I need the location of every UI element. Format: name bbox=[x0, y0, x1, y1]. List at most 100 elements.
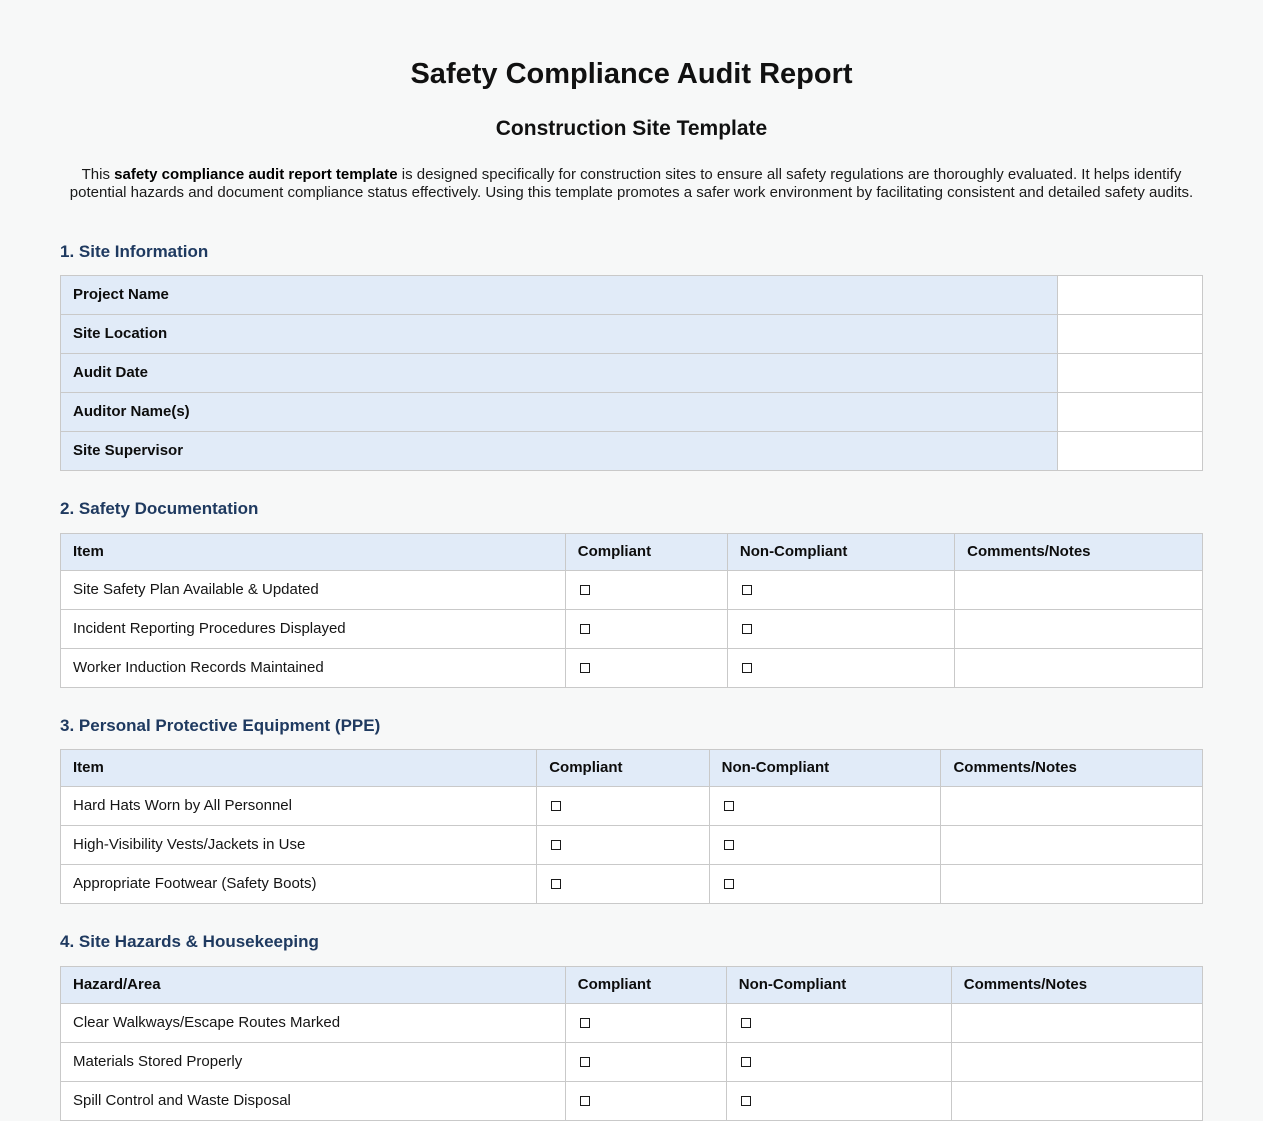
compliant-checkbox-cell[interactable] bbox=[565, 648, 727, 687]
table-row: Site Location bbox=[61, 315, 1203, 354]
field-value-audit-date[interactable] bbox=[1057, 354, 1202, 393]
field-label-auditor-names: Auditor Name(s) bbox=[61, 393, 1058, 432]
checkbox-icon[interactable] bbox=[724, 801, 734, 811]
section-ppe: 3. Personal Protective Equipment (PPE) I… bbox=[60, 716, 1203, 904]
checkbox-icon[interactable] bbox=[580, 1018, 590, 1028]
intro-bold-phrase: safety compliance audit report template bbox=[114, 166, 397, 183]
compliant-checkbox-cell[interactable] bbox=[565, 609, 727, 648]
non-compliant-checkbox-cell[interactable] bbox=[727, 648, 954, 687]
section-site-information: 1. Site Information Project Name Site Lo… bbox=[60, 242, 1203, 471]
comments-cell[interactable] bbox=[951, 1042, 1202, 1081]
column-header-item: Item bbox=[61, 750, 537, 787]
checkbox-icon[interactable] bbox=[580, 585, 590, 595]
column-header-compliant: Compliant bbox=[537, 750, 709, 787]
section-site-hazards: 4. Site Hazards & Housekeeping Hazard/Ar… bbox=[60, 932, 1203, 1120]
non-compliant-checkbox-cell[interactable] bbox=[709, 787, 941, 826]
column-header-comments: Comments/Notes bbox=[955, 533, 1203, 570]
compliant-checkbox-cell[interactable] bbox=[565, 1081, 726, 1120]
field-value-site-location[interactable] bbox=[1057, 315, 1202, 354]
table-row: Audit Date bbox=[61, 354, 1203, 393]
column-header-non-compliant: Non-Compliant bbox=[709, 750, 941, 787]
table-header-row: Hazard/Area Compliant Non-Compliant Comm… bbox=[61, 966, 1203, 1003]
comments-cell[interactable] bbox=[951, 1081, 1202, 1120]
field-label-site-supervisor: Site Supervisor bbox=[61, 432, 1058, 471]
table-row: Incident Reporting Procedures Displayed bbox=[61, 609, 1203, 648]
column-header-non-compliant: Non-Compliant bbox=[726, 966, 951, 1003]
table-row: Spill Control and Waste Disposal bbox=[61, 1081, 1203, 1120]
non-compliant-checkbox-cell[interactable] bbox=[727, 609, 954, 648]
item-label: Site Safety Plan Available & Updated bbox=[61, 570, 566, 609]
comments-cell[interactable] bbox=[955, 648, 1203, 687]
non-compliant-checkbox-cell[interactable] bbox=[726, 1003, 951, 1042]
page-title: Safety Compliance Audit Report bbox=[60, 0, 1203, 92]
non-compliant-checkbox-cell[interactable] bbox=[726, 1042, 951, 1081]
item-label: Worker Induction Records Maintained bbox=[61, 648, 566, 687]
section-heading-ppe: 3. Personal Protective Equipment (PPE) bbox=[60, 716, 1203, 736]
column-header-comments: Comments/Notes bbox=[951, 966, 1202, 1003]
non-compliant-checkbox-cell[interactable] bbox=[727, 570, 954, 609]
checkbox-icon[interactable] bbox=[551, 879, 561, 889]
checkbox-icon[interactable] bbox=[742, 585, 752, 595]
field-value-auditor-names[interactable] bbox=[1057, 393, 1202, 432]
section-heading-site-hazards: 4. Site Hazards & Housekeeping bbox=[60, 932, 1203, 952]
comments-cell[interactable] bbox=[951, 1003, 1202, 1042]
column-header-comments: Comments/Notes bbox=[941, 750, 1203, 787]
checkbox-icon[interactable] bbox=[724, 879, 734, 889]
checkbox-icon[interactable] bbox=[580, 624, 590, 634]
table-header-row: Item Compliant Non-Compliant Comments/No… bbox=[61, 750, 1203, 787]
table-row: Worker Induction Records Maintained bbox=[61, 648, 1203, 687]
column-header-non-compliant: Non-Compliant bbox=[727, 533, 954, 570]
non-compliant-checkbox-cell[interactable] bbox=[709, 865, 941, 904]
comments-cell[interactable] bbox=[941, 826, 1203, 865]
checkbox-icon[interactable] bbox=[551, 840, 561, 850]
site-information-table: Project Name Site Location Audit Date Au… bbox=[60, 275, 1203, 471]
item-label: Incident Reporting Procedures Displayed bbox=[61, 609, 566, 648]
field-value-site-supervisor[interactable] bbox=[1057, 432, 1202, 471]
column-header-compliant: Compliant bbox=[565, 966, 726, 1003]
field-label-site-location: Site Location bbox=[61, 315, 1058, 354]
checkbox-icon[interactable] bbox=[724, 840, 734, 850]
table-row: Appropriate Footwear (Safety Boots) bbox=[61, 865, 1203, 904]
checkbox-icon[interactable] bbox=[741, 1057, 751, 1067]
column-header-hazard-area: Hazard/Area bbox=[61, 966, 566, 1003]
non-compliant-checkbox-cell[interactable] bbox=[726, 1081, 951, 1120]
compliant-checkbox-cell[interactable] bbox=[565, 1042, 726, 1081]
column-header-compliant: Compliant bbox=[565, 533, 727, 570]
compliant-checkbox-cell[interactable] bbox=[537, 865, 709, 904]
compliant-checkbox-cell[interactable] bbox=[537, 826, 709, 865]
checkbox-icon[interactable] bbox=[742, 624, 752, 634]
compliant-checkbox-cell[interactable] bbox=[565, 1003, 726, 1042]
field-value-project-name[interactable] bbox=[1057, 276, 1202, 315]
checkbox-icon[interactable] bbox=[551, 801, 561, 811]
item-label: Clear Walkways/Escape Routes Marked bbox=[61, 1003, 566, 1042]
compliant-checkbox-cell[interactable] bbox=[537, 787, 709, 826]
section-safety-documentation: 2. Safety Documentation Item Compliant N… bbox=[60, 499, 1203, 687]
checkbox-icon[interactable] bbox=[741, 1018, 751, 1028]
field-label-project-name: Project Name bbox=[61, 276, 1058, 315]
non-compliant-checkbox-cell[interactable] bbox=[709, 826, 941, 865]
table-row: Project Name bbox=[61, 276, 1203, 315]
document: Safety Compliance Audit Report Construct… bbox=[0, 0, 1263, 1121]
safety-documentation-table: Item Compliant Non-Compliant Comments/No… bbox=[60, 533, 1203, 688]
checkbox-icon[interactable] bbox=[741, 1096, 751, 1106]
item-label: Materials Stored Properly bbox=[61, 1042, 566, 1081]
table-row: Hard Hats Worn by All Personnel bbox=[61, 787, 1203, 826]
table-row: Clear Walkways/Escape Routes Marked bbox=[61, 1003, 1203, 1042]
comments-cell[interactable] bbox=[941, 787, 1203, 826]
comments-cell[interactable] bbox=[941, 865, 1203, 904]
checkbox-icon[interactable] bbox=[580, 1096, 590, 1106]
compliant-checkbox-cell[interactable] bbox=[565, 570, 727, 609]
comments-cell[interactable] bbox=[955, 570, 1203, 609]
table-header-row: Item Compliant Non-Compliant Comments/No… bbox=[61, 533, 1203, 570]
item-label: Appropriate Footwear (Safety Boots) bbox=[61, 865, 537, 904]
table-row: Auditor Name(s) bbox=[61, 393, 1203, 432]
table-row: Site Supervisor bbox=[61, 432, 1203, 471]
comments-cell[interactable] bbox=[955, 609, 1203, 648]
checkbox-icon[interactable] bbox=[742, 663, 752, 673]
site-hazards-table: Hazard/Area Compliant Non-Compliant Comm… bbox=[60, 966, 1203, 1121]
intro-prefix: This bbox=[82, 166, 115, 183]
checkbox-icon[interactable] bbox=[580, 1057, 590, 1067]
checkbox-icon[interactable] bbox=[580, 663, 590, 673]
field-label-audit-date: Audit Date bbox=[61, 354, 1058, 393]
table-row: High-Visibility Vests/Jackets in Use bbox=[61, 826, 1203, 865]
